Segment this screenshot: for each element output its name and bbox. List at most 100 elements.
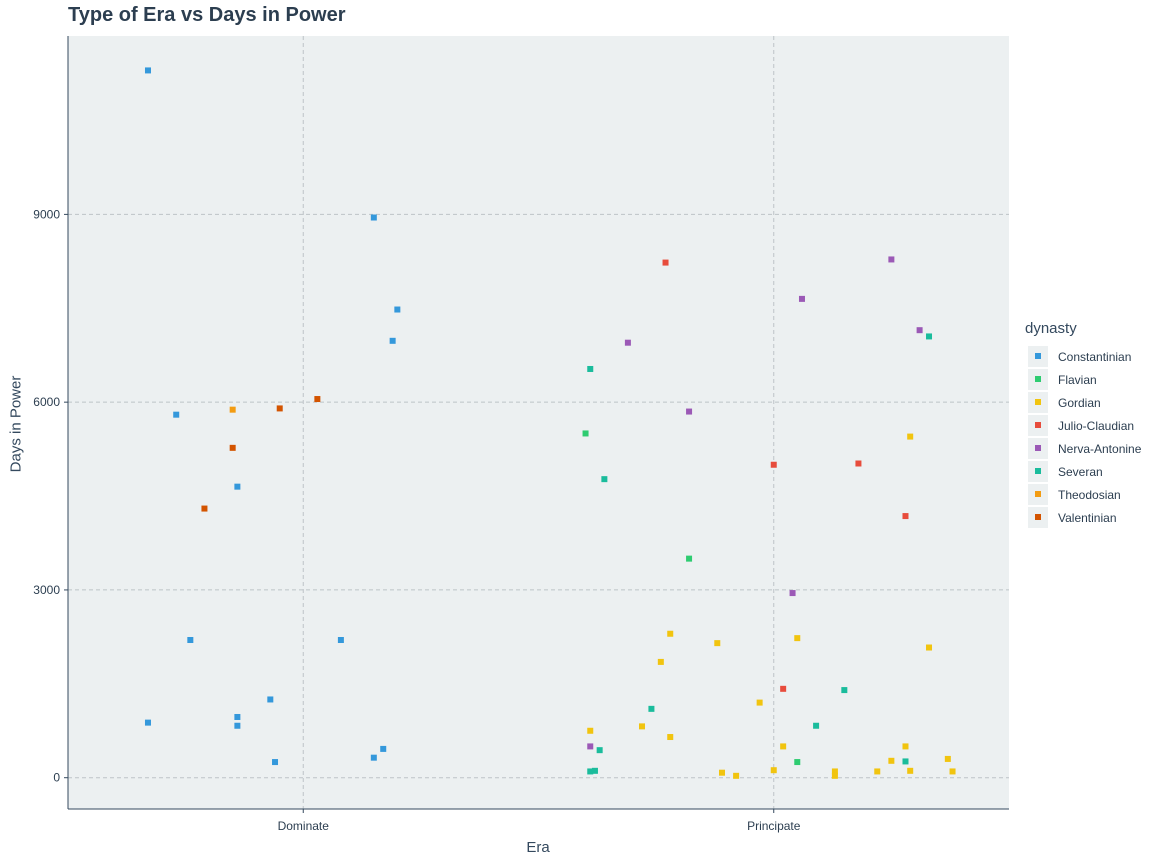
chart-title: Type of Era vs Days in Power bbox=[68, 4, 346, 26]
legend-key bbox=[1028, 438, 1048, 459]
legend-swatch bbox=[1035, 376, 1041, 382]
data-point-constantinian bbox=[389, 337, 396, 344]
legend-swatch bbox=[1035, 422, 1041, 428]
data-point-nerva-antonine bbox=[798, 295, 805, 302]
point-layer bbox=[144, 67, 956, 779]
data-point-constantinian bbox=[337, 637, 344, 644]
data-point-flavian bbox=[794, 759, 801, 766]
data-point-constantinian bbox=[173, 411, 180, 418]
data-point-valentinian bbox=[201, 505, 208, 512]
legend-item: Gordian bbox=[1025, 391, 1141, 414]
data-point-gordian bbox=[888, 757, 895, 764]
y-tick-label: 6000 bbox=[33, 395, 60, 409]
data-point-julio-claudian bbox=[855, 460, 862, 467]
legend-swatch bbox=[1035, 514, 1041, 520]
legend-label: Flavian bbox=[1058, 372, 1097, 387]
data-point-gordian bbox=[907, 767, 914, 774]
legend-title: dynasty bbox=[1025, 320, 1077, 337]
x-tick-label: Principate bbox=[747, 819, 801, 833]
data-point-gordian bbox=[667, 734, 674, 741]
data-point-gordian bbox=[714, 640, 721, 647]
legend-key bbox=[1028, 507, 1048, 528]
data-point-constantinian bbox=[272, 759, 279, 766]
data-point-severan bbox=[587, 365, 594, 372]
data-point-gordian bbox=[639, 723, 646, 730]
x-tick-label: Dominate bbox=[278, 819, 330, 833]
data-point-nerva-antonine bbox=[789, 590, 796, 597]
data-point-severan bbox=[587, 768, 594, 775]
legend-swatch bbox=[1035, 399, 1041, 405]
data-point-gordian bbox=[907, 433, 914, 440]
plot-panel bbox=[68, 36, 1009, 809]
data-point-gordian bbox=[949, 768, 956, 775]
data-point-julio-claudian bbox=[902, 513, 909, 520]
legend-key bbox=[1028, 369, 1048, 390]
y-tick-label: 0 bbox=[53, 771, 60, 785]
data-point-theodosian bbox=[229, 406, 236, 413]
legend-label: Constantinian bbox=[1058, 349, 1132, 364]
data-point-constantinian bbox=[144, 67, 151, 74]
data-point-nerva-antonine bbox=[916, 327, 923, 334]
data-point-constantinian bbox=[267, 696, 274, 703]
data-point-severan bbox=[926, 333, 933, 340]
data-point-constantinian bbox=[234, 483, 241, 490]
legend-label: Julio-Claudian bbox=[1058, 418, 1135, 433]
legend-item: Julio-Claudian bbox=[1025, 414, 1141, 437]
legend: dynasty Constantinian Flavian Gordian Julio… bbox=[1025, 320, 1141, 529]
grid-layer bbox=[68, 36, 1009, 809]
data-point-flavian bbox=[686, 555, 693, 562]
data-point-nerva-antonine bbox=[888, 256, 895, 263]
data-point-gordian bbox=[944, 755, 951, 762]
legend-swatch bbox=[1035, 353, 1041, 359]
data-point-nerva-antonine bbox=[686, 408, 693, 415]
data-point-severan bbox=[596, 747, 603, 754]
legend-key bbox=[1028, 484, 1048, 505]
data-point-constantinian bbox=[370, 214, 377, 221]
legend-item: Severan bbox=[1025, 460, 1141, 483]
legend-key bbox=[1028, 346, 1048, 367]
data-point-severan bbox=[841, 687, 848, 694]
data-point-severan bbox=[601, 476, 608, 483]
data-point-severan bbox=[902, 758, 909, 765]
data-point-constantinian bbox=[234, 722, 241, 729]
legend-key bbox=[1028, 461, 1048, 482]
data-point-julio-claudian bbox=[780, 685, 787, 692]
legend-swatch bbox=[1035, 445, 1041, 451]
axis-layer: 0 3000 6000 9000 Dominate Principate bbox=[33, 36, 1009, 833]
legend-label: Nerva-Antonine bbox=[1058, 441, 1142, 456]
data-point-constantinian bbox=[187, 637, 194, 644]
data-point-gordian bbox=[756, 699, 763, 706]
legend-label: Theodosian bbox=[1058, 487, 1121, 502]
data-point-gordian bbox=[733, 772, 740, 779]
data-point-nerva-antonine bbox=[624, 339, 631, 346]
data-point-constantinian bbox=[394, 306, 401, 313]
data-point-gordian bbox=[874, 768, 881, 775]
legend-label: Severan bbox=[1058, 464, 1103, 479]
legend-item: Flavian bbox=[1025, 368, 1141, 391]
data-point-constantinian bbox=[144, 719, 151, 726]
data-point-constantinian bbox=[370, 754, 377, 761]
data-point-julio-claudian bbox=[770, 461, 777, 468]
legend-label: Valentinian bbox=[1058, 510, 1117, 525]
data-point-gordian bbox=[780, 743, 787, 750]
data-point-valentinian bbox=[314, 396, 321, 403]
legend-item: Theodosian bbox=[1025, 483, 1141, 506]
data-point-julio-claudian bbox=[662, 259, 669, 266]
data-point-gordian bbox=[794, 635, 801, 642]
legend-key bbox=[1028, 392, 1048, 413]
data-point-flavian bbox=[582, 430, 589, 437]
data-point-severan bbox=[813, 722, 820, 729]
data-point-gordian bbox=[831, 768, 838, 775]
data-point-valentinian bbox=[229, 444, 236, 451]
data-point-constantinian bbox=[380, 745, 387, 752]
data-point-severan bbox=[591, 767, 598, 774]
data-point-gordian bbox=[926, 644, 933, 651]
legend-item: Valentinian bbox=[1025, 506, 1141, 529]
legend-label: Gordian bbox=[1058, 395, 1101, 410]
data-point-valentinian bbox=[276, 405, 283, 412]
legend-swatch bbox=[1035, 468, 1041, 474]
legend-item: Constantinian bbox=[1025, 345, 1141, 368]
x-axis-title: Era bbox=[526, 839, 550, 856]
y-tick-label: 3000 bbox=[33, 583, 60, 597]
